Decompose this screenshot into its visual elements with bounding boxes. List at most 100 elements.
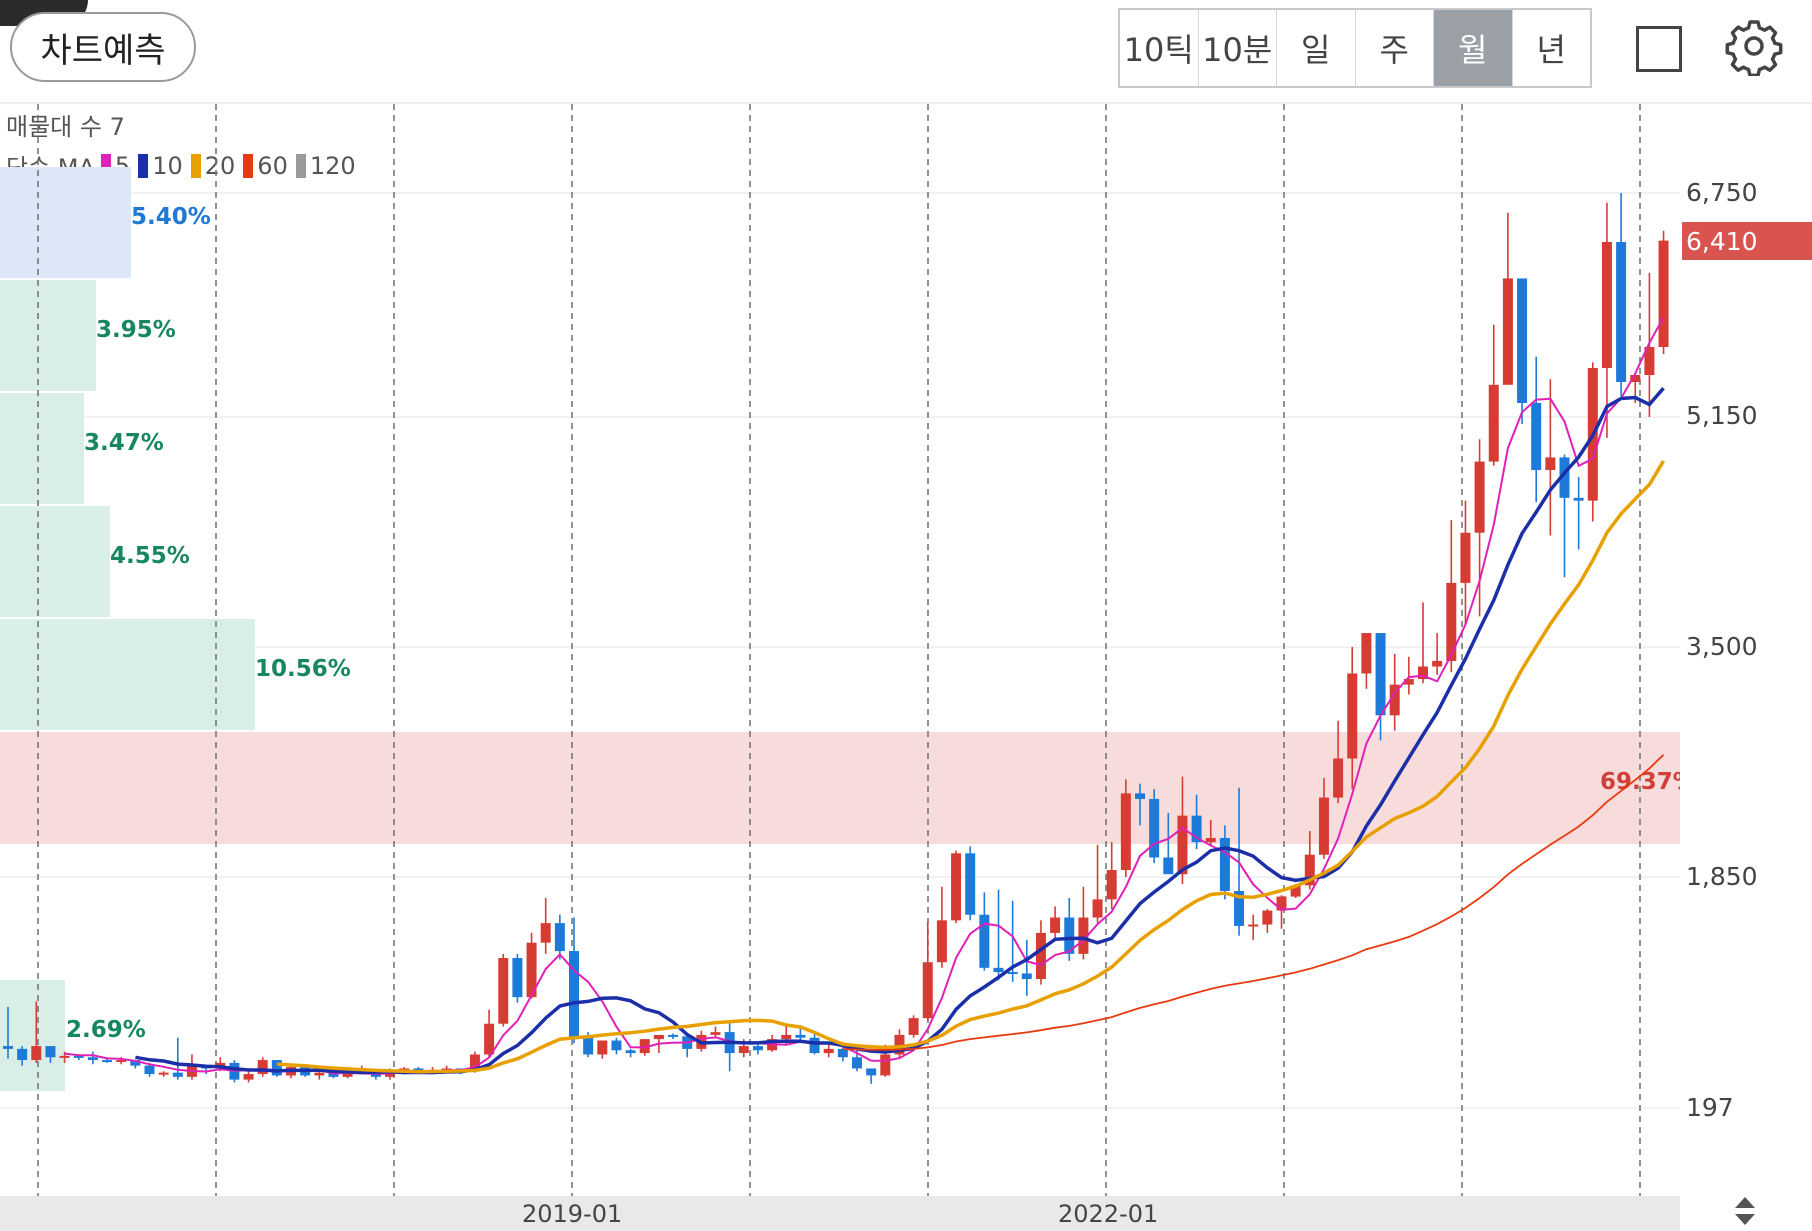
candle-body xyxy=(1559,457,1570,498)
candle-body xyxy=(498,958,509,1024)
candle-body xyxy=(1304,854,1315,886)
candle-body xyxy=(837,1048,848,1058)
candle-body xyxy=(1474,461,1485,533)
candle-body xyxy=(45,1046,56,1058)
ma10-line xyxy=(135,387,1665,1075)
volume-profile-band xyxy=(0,980,65,1091)
volume-profile-percent-label: 10.56% xyxy=(255,656,351,682)
candle-body xyxy=(710,1032,721,1035)
ma20-line xyxy=(276,460,1666,1074)
candle-body xyxy=(59,1055,70,1058)
candle-body xyxy=(894,1034,905,1055)
ma20-label: 20 xyxy=(204,151,236,180)
candle-body xyxy=(1106,870,1117,900)
candle-body xyxy=(1446,582,1457,661)
x-tick-label: 2022-01 xyxy=(1058,1200,1159,1228)
candle-body xyxy=(73,1055,84,1058)
candle-body xyxy=(979,914,990,968)
candle-body xyxy=(1389,684,1400,716)
candle-body xyxy=(1276,896,1287,911)
candle-body xyxy=(1517,278,1528,403)
candle-body xyxy=(1502,278,1513,385)
candle-body xyxy=(540,923,551,943)
candle-body xyxy=(526,942,537,998)
candle-body xyxy=(823,1048,834,1054)
square-icon[interactable] xyxy=(1636,26,1682,72)
candle-body xyxy=(866,1068,877,1076)
candle-body xyxy=(1191,815,1202,843)
candle-body xyxy=(809,1037,820,1054)
y-tick-label: 3,500 xyxy=(1686,632,1758,661)
candle-body xyxy=(1460,532,1471,583)
candle-body xyxy=(993,967,1004,973)
candle-body xyxy=(1290,885,1301,897)
period-month-button[interactable]: 월 xyxy=(1434,10,1513,86)
candle-body xyxy=(1531,403,1542,470)
price-chart[interactable]: 5.40%3.95%3.47%4.55%10.56%69.37%2.69% xyxy=(0,100,1680,1196)
period-day-button[interactable]: 일 xyxy=(1277,10,1356,86)
candle-body xyxy=(639,1039,650,1054)
candle-body xyxy=(1248,924,1259,927)
period-10min-button[interactable]: 10분 xyxy=(1199,10,1277,86)
ma20-swatch xyxy=(190,153,201,178)
candle-body xyxy=(908,1018,919,1035)
candle-body xyxy=(1234,890,1245,926)
gear-icon[interactable] xyxy=(1724,16,1784,76)
candle-body xyxy=(469,1054,480,1072)
candle-body xyxy=(1432,660,1443,667)
candle-body xyxy=(611,1040,622,1051)
candle-body xyxy=(1616,242,1627,382)
period-year-button[interactable]: 년 xyxy=(1536,31,1566,69)
period-10tick-button[interactable]: 10틱 xyxy=(1120,10,1199,86)
volume-profile-band xyxy=(0,732,1680,844)
candle-body xyxy=(1149,798,1160,858)
candle-body xyxy=(1333,758,1344,798)
candle-body xyxy=(1092,899,1103,918)
candle-body xyxy=(484,1023,495,1055)
candle-body xyxy=(1361,633,1372,674)
candle-body xyxy=(936,920,947,963)
period-week-button[interactable]: 주 xyxy=(1356,10,1434,86)
candle-body xyxy=(102,1060,113,1063)
volume-profile-count-label: 매물대 수 7 xyxy=(6,113,125,141)
candle-body xyxy=(271,1060,282,1076)
candle-body xyxy=(1205,837,1216,843)
candle-body xyxy=(130,1060,141,1066)
volume-profile-band xyxy=(0,619,255,730)
candle-body xyxy=(116,1060,127,1063)
candle-body xyxy=(158,1072,169,1075)
volume-profile-percent-label: 3.47% xyxy=(84,430,164,456)
candle-body xyxy=(625,1050,636,1054)
candle-body xyxy=(1658,240,1669,347)
volume-profile-band xyxy=(0,506,110,617)
candle-body xyxy=(852,1057,862,1069)
ma120-swatch xyxy=(295,153,306,178)
candle-body xyxy=(1163,857,1174,875)
candle-body xyxy=(880,1054,891,1076)
candle-body xyxy=(965,853,976,915)
current-price-badge: 6,410 xyxy=(1682,222,1812,260)
candle-body xyxy=(1318,797,1329,855)
candle-body xyxy=(1630,375,1641,382)
x-tick-label: 2019-01 xyxy=(522,1200,623,1228)
volume-profile-band xyxy=(0,167,131,278)
ma5-line xyxy=(64,316,1665,1075)
volume-profile-percent-label: 3.95% xyxy=(96,317,176,343)
candle-body xyxy=(951,853,962,921)
candle-body xyxy=(172,1072,183,1077)
candle-body xyxy=(668,1034,679,1037)
candle-body xyxy=(328,1072,339,1077)
candle-body xyxy=(1219,837,1230,891)
candle-body xyxy=(1120,793,1131,871)
scroll-updown-icon[interactable] xyxy=(1730,1194,1760,1228)
candle-body xyxy=(314,1072,325,1076)
volume-profile-band xyxy=(0,393,84,504)
candle-body xyxy=(1488,384,1499,462)
candle-body xyxy=(795,1034,806,1038)
ma10-label: 10 xyxy=(152,151,183,180)
candle-body xyxy=(31,1046,42,1061)
chart-predict-button[interactable]: 차트예측 xyxy=(10,12,196,82)
header-divider xyxy=(0,102,1812,104)
candle-body xyxy=(1262,910,1273,925)
y-tick-label: 197 xyxy=(1686,1093,1734,1122)
